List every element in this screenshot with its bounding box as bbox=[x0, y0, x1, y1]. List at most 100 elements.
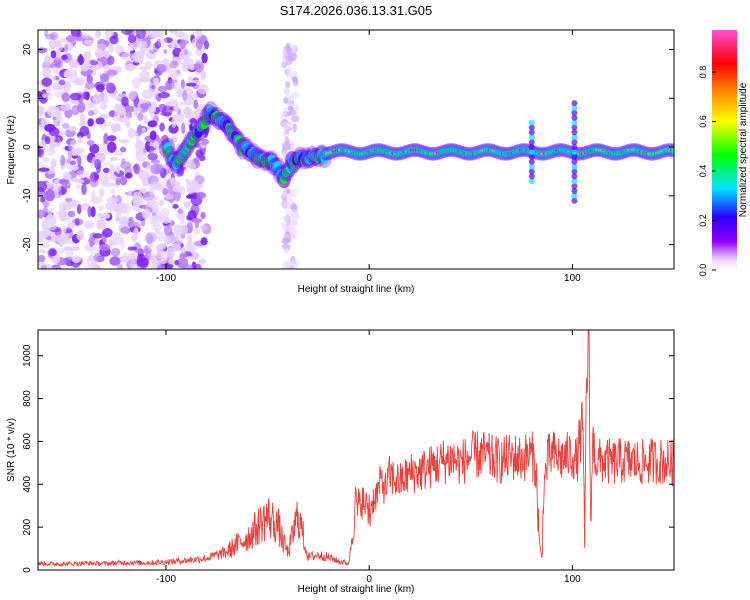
heatmap-noise-blob bbox=[150, 181, 162, 190]
heatmap-noise-blob bbox=[166, 247, 175, 259]
heatmap-noise-blob bbox=[147, 105, 154, 114]
top-y-axis-label: Frequency (Hz) bbox=[6, 116, 17, 185]
heatmap-noise-blob bbox=[113, 111, 119, 123]
heatmap-noise-blob bbox=[55, 110, 62, 119]
heatmap-noise-blob bbox=[71, 164, 79, 171]
heatmap-noise-blob bbox=[133, 163, 140, 175]
heatmap-spike-blob bbox=[571, 148, 578, 155]
heatmap-noise-blob bbox=[60, 154, 66, 166]
heatmap-noise-blob bbox=[127, 246, 138, 251]
heatmap-noise-blob bbox=[160, 111, 172, 117]
heatmap-noise-blob bbox=[69, 92, 82, 101]
heatmap-noise-blob bbox=[122, 252, 129, 262]
heatmap-noise-blob bbox=[127, 91, 137, 101]
heatmap-noise-blob bbox=[196, 191, 207, 199]
heatmap-noise-blob bbox=[109, 35, 119, 45]
heatmap-noise-blob bbox=[153, 195, 160, 201]
heatmap-noise-blob bbox=[169, 30, 178, 35]
heatmap-noise-blob bbox=[105, 182, 117, 187]
heatmap-noise-blob bbox=[42, 66, 52, 79]
heatmap-noise-blob bbox=[46, 147, 56, 156]
heatmap-noise-blob bbox=[158, 150, 166, 159]
heatmap-noise-blob bbox=[83, 52, 91, 60]
heatmap-noise-blob bbox=[62, 122, 70, 130]
heatmap-noise-blob bbox=[148, 49, 157, 54]
heatmap-noise-blob bbox=[81, 33, 91, 39]
heatmap-noise-blob bbox=[121, 157, 126, 165]
bottom-xtick-label: -100 bbox=[156, 574, 176, 585]
heatmap-spike-blob bbox=[571, 144, 578, 151]
heatmap-band-blob bbox=[292, 262, 298, 269]
heatmap-noise-blob bbox=[68, 202, 73, 209]
heatmap-band-blob bbox=[282, 188, 287, 199]
heatmap-noise-blob bbox=[119, 176, 128, 186]
heatmap-noise-blob bbox=[45, 86, 52, 92]
heatmap-noise-blob bbox=[174, 259, 179, 266]
heatmap-noise-blob bbox=[92, 233, 104, 239]
heatmap-noise-blob bbox=[38, 167, 50, 172]
heatmap-noise-blob bbox=[106, 196, 119, 205]
heatmap-track-core bbox=[164, 141, 173, 152]
heatmap-noise-blob bbox=[135, 30, 146, 39]
top-xtick-label: -100 bbox=[156, 273, 176, 284]
heatmap-noise-blob bbox=[188, 92, 198, 100]
bottom-plot-frame bbox=[37, 329, 675, 571]
heatmap-band-blob bbox=[292, 79, 299, 87]
heatmap-noise-blob bbox=[137, 40, 148, 49]
heatmap-noise-blob bbox=[127, 216, 135, 228]
heatmap-noise-blob bbox=[100, 143, 107, 154]
heatmap-noise-blob bbox=[38, 190, 47, 199]
heatmap-noise-blob bbox=[176, 86, 185, 95]
heatmap-noise-blob bbox=[99, 102, 108, 110]
heatmap-noise-blob bbox=[199, 258, 207, 265]
heatmap-noise-blob bbox=[116, 263, 123, 269]
heatmap-noise-blob bbox=[74, 218, 80, 226]
heatmap-band-blob bbox=[282, 201, 291, 210]
heatmap-spike-blob bbox=[571, 129, 578, 136]
colorbar-tick-label: 0.8 bbox=[698, 66, 708, 79]
heatmap-noise-blob bbox=[76, 169, 89, 179]
colorbar-label: Normalized spectral amplitude bbox=[738, 82, 749, 217]
heatmap-noise-blob bbox=[76, 204, 82, 215]
heatmap-noise-blob bbox=[77, 155, 82, 167]
heatmap-noise-blob bbox=[68, 125, 78, 132]
heatmap-noise-blob bbox=[127, 34, 137, 44]
heatmap-noise-blob bbox=[136, 124, 143, 136]
heatmap-noise-blob bbox=[152, 77, 160, 86]
heatmap-noise-blob bbox=[195, 30, 203, 40]
heatmap-noise-blob bbox=[86, 258, 96, 267]
top-xtick-label: 100 bbox=[564, 273, 581, 284]
heatmap-noise-blob bbox=[128, 44, 135, 52]
heatmap-band-blob bbox=[282, 128, 287, 138]
heatmap-noise-blob bbox=[60, 181, 72, 188]
heatmap-noise-blob bbox=[65, 248, 74, 260]
heatmap-noise-blob bbox=[119, 237, 125, 250]
heatmap-noise-blob bbox=[69, 160, 77, 166]
heatmap-noise-blob bbox=[180, 216, 185, 225]
heatmap-noise-blob bbox=[40, 117, 47, 127]
heatmap-noise-blob bbox=[134, 248, 146, 254]
heatmap-noise-blob bbox=[172, 203, 179, 209]
heatmap-noise-blob bbox=[105, 82, 116, 94]
heatmap-noise-blob bbox=[197, 83, 209, 95]
bottom-ytick-label: 0 bbox=[22, 567, 33, 573]
heatmap-noise-blob bbox=[182, 58, 194, 70]
heatmap-noise-blob bbox=[94, 48, 104, 59]
heatmap-band-blob bbox=[281, 48, 287, 59]
heatmap-noise-blob bbox=[135, 140, 145, 151]
heatmap-band-blob bbox=[289, 175, 295, 181]
top-ytick-label: 10 bbox=[22, 92, 33, 104]
heatmap-noise-blob bbox=[147, 120, 158, 128]
heatmap-noise-blob bbox=[194, 263, 202, 269]
heatmap-band-blob bbox=[284, 247, 289, 254]
heatmap-band-blob bbox=[281, 56, 287, 63]
heatmap-noise-blob bbox=[144, 60, 153, 69]
heatmap-noise-blob bbox=[163, 224, 173, 236]
heatmap-noise-blob bbox=[109, 256, 121, 266]
colorbar-tick-label: 0.4 bbox=[698, 165, 708, 178]
heatmap-noise-blob bbox=[63, 70, 71, 79]
heatmap-noise-blob bbox=[124, 172, 133, 179]
heatmap-noise-blob bbox=[55, 116, 64, 122]
heatmap-noise-blob bbox=[106, 69, 118, 76]
